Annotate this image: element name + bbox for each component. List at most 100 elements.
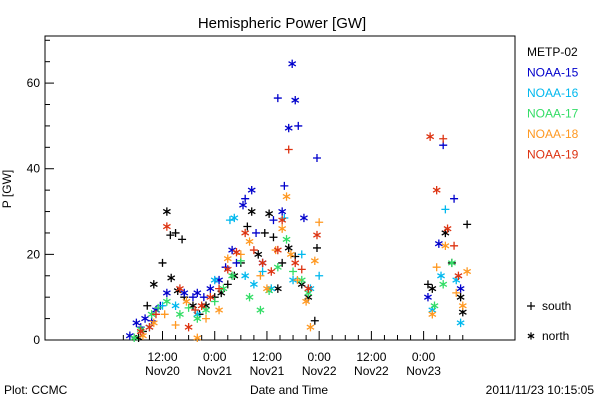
- asterisk-marker: [284, 123, 293, 133]
- x-tick-time: 12:00: [147, 350, 177, 364]
- asterisk-marker: [247, 185, 256, 195]
- plus-marker: [223, 280, 232, 289]
- plus-marker: [154, 303, 163, 312]
- plus-marker: [236, 250, 245, 259]
- marker-legend: south north: [527, 299, 571, 343]
- asterisk-marker: [304, 284, 313, 293]
- asterisk-marker: [267, 267, 276, 276]
- asterisk-marker: [282, 235, 291, 244]
- plus-marker: [294, 121, 303, 130]
- plus-marker: [310, 316, 319, 325]
- plus-marker: [225, 216, 234, 225]
- asterisk-marker: [245, 237, 254, 246]
- plus-marker: [269, 233, 278, 242]
- asterisk-marker: [273, 245, 282, 255]
- asterisk-marker: [291, 258, 300, 268]
- asterisk-marker: [302, 297, 311, 306]
- asterisk-marker: [456, 318, 465, 328]
- asterisk-marker: [223, 265, 232, 274]
- plus-marker: [258, 267, 267, 276]
- asterisk-marker: [197, 301, 206, 310]
- asterisk-marker: [282, 192, 291, 201]
- asterisk-marker: [184, 322, 193, 332]
- asterisk-marker: [175, 284, 184, 293]
- plus-marker: [439, 134, 448, 143]
- plus-marker: [188, 293, 197, 302]
- asterisk-marker: [167, 273, 176, 283]
- asterisk-marker: [426, 132, 435, 141]
- x-tick-date: Nov20: [145, 364, 180, 378]
- plus-marker: [315, 271, 324, 280]
- asterisk-marker: [313, 230, 321, 240]
- x-tick-date: Nov21: [197, 364, 232, 378]
- plus-marker: [280, 181, 289, 190]
- plus-marker: [210, 297, 219, 306]
- plus-marker: [158, 301, 167, 310]
- asterisk-marker: [180, 288, 189, 298]
- asterisk-marker: [136, 327, 145, 336]
- asterisk-marker: [249, 280, 258, 289]
- plus-marker: [289, 267, 298, 276]
- plus-marker: [297, 250, 306, 259]
- plus-marker: [450, 241, 459, 250]
- asterisk-marker: [439, 280, 448, 289]
- plus-marker: [315, 218, 324, 227]
- asterisk-marker: [245, 292, 254, 302]
- asterisk-marker: [171, 301, 180, 310]
- plus-marker: [215, 284, 224, 293]
- y-axis-label: P [GW]: [0, 170, 14, 208]
- asterisk-marker: [278, 224, 287, 233]
- x-tick-time: 12:00: [252, 350, 282, 364]
- plus-marker: [158, 258, 167, 267]
- plus-marker: [312, 154, 321, 163]
- asterisk-marker: [463, 267, 472, 276]
- plot-frame: [44, 35, 516, 341]
- asterisk-marker: [147, 310, 156, 319]
- asterisk-marker: [228, 271, 237, 280]
- asterisk-marker: [210, 275, 219, 285]
- asterisk-marker: [149, 280, 158, 289]
- plus-marker: [143, 301, 152, 310]
- asterisk-marker: [202, 305, 210, 315]
- asterisk-marker: [430, 301, 439, 310]
- plus-marker: [441, 205, 450, 214]
- asterisk-marker: [262, 284, 271, 293]
- x-tick-date: Nov22: [302, 364, 337, 378]
- legend-entry: NOAA-17: [527, 107, 579, 121]
- plus-marker: [191, 306, 200, 315]
- asterisk-marker: [206, 284, 215, 293]
- plus-marker: [202, 314, 211, 323]
- x-tick-date: Nov21: [250, 364, 285, 378]
- asterisk-marker: [175, 310, 184, 319]
- asterisk-marker: [443, 224, 452, 233]
- plus-marker: [260, 228, 269, 237]
- x-tick-date: Nov22: [354, 364, 389, 378]
- asterisk-marker: [310, 256, 319, 265]
- legend-entry: NOAA-18: [527, 127, 579, 141]
- asterisk-marker: [278, 207, 287, 216]
- plus-marker: [171, 228, 180, 237]
- plus-marker: [171, 321, 180, 330]
- asterisk-marker: [447, 258, 456, 268]
- plus-marker: [450, 194, 459, 203]
- asterisk-marker: [256, 305, 265, 315]
- asterisk-marker: [265, 209, 274, 218]
- asterisk-marker: [432, 185, 441, 195]
- plus-marker: [151, 310, 160, 319]
- asterisk-marker: [241, 228, 250, 238]
- asterisk-marker: [434, 239, 443, 248]
- asterisk-marker: [254, 250, 263, 259]
- footer-plot-credit: Plot: CCMC: [4, 383, 68, 397]
- plus-marker: [178, 235, 187, 244]
- asterisk-marker: [441, 241, 450, 251]
- asterisk-marker: [193, 333, 202, 343]
- asterisk-marker: [162, 297, 171, 306]
- asterisk-marker: [247, 207, 256, 216]
- plus-marker: [452, 288, 461, 297]
- asterisk-marker: [299, 213, 308, 223]
- x-tick-time: 0:00: [203, 350, 227, 364]
- plus-marker: [269, 216, 278, 225]
- plus-marker: [184, 303, 193, 312]
- asterisk-marker: [162, 207, 171, 216]
- plus-marker: [252, 228, 261, 237]
